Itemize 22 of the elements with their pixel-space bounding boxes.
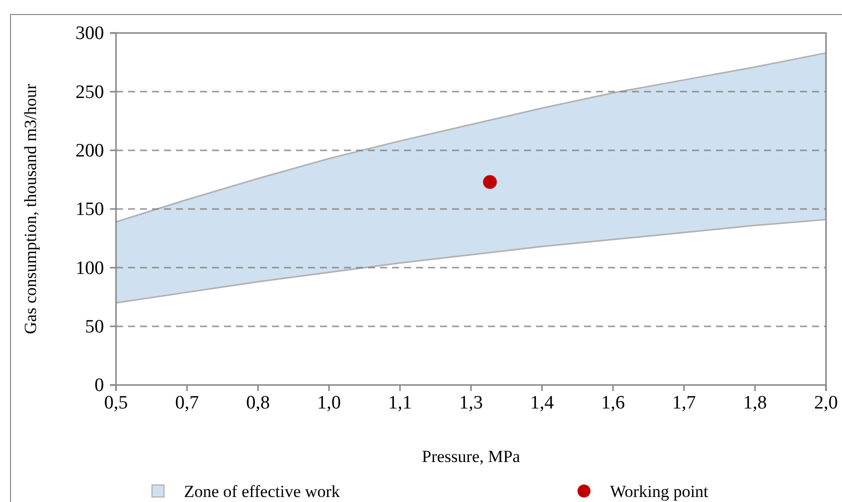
x-tick-label: 0,8 [246, 392, 270, 414]
x-tick-label: 1,3 [459, 392, 483, 414]
x-tick-label: 1,1 [388, 392, 412, 414]
x-tick-label: 1,0 [317, 392, 341, 414]
legend-label: Working point [610, 482, 709, 501]
y-tick-label: 250 [76, 82, 104, 103]
x-tick-label: 2,0 [814, 392, 838, 414]
x-tick-label: 1,7 [672, 392, 696, 414]
y-tick-label: 200 [76, 140, 104, 162]
y-tick-label: 100 [76, 258, 104, 279]
y-tick-label: 300 [76, 23, 104, 44]
legend-label: Zone of effective work [184, 482, 340, 501]
x-tick-label: 0,7 [175, 392, 199, 414]
x-axis-title: Pressure, MPa [422, 447, 521, 466]
x-tick-label: 1,6 [601, 392, 625, 414]
y-tick-label: 150 [76, 199, 104, 220]
x-tick-label: 1,4 [530, 392, 554, 414]
y-tick-label: 50 [85, 316, 104, 338]
y-tick-label: 0 [94, 375, 104, 396]
x-tick-label: 0,5 [104, 392, 128, 414]
y-axis-title: Gas consumption, thousand m3/hour [21, 84, 40, 334]
x-tick-label: 1,8 [743, 392, 767, 414]
